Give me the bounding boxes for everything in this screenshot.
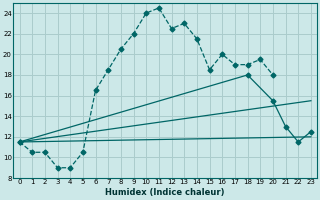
X-axis label: Humidex (Indice chaleur): Humidex (Indice chaleur)	[106, 188, 225, 197]
